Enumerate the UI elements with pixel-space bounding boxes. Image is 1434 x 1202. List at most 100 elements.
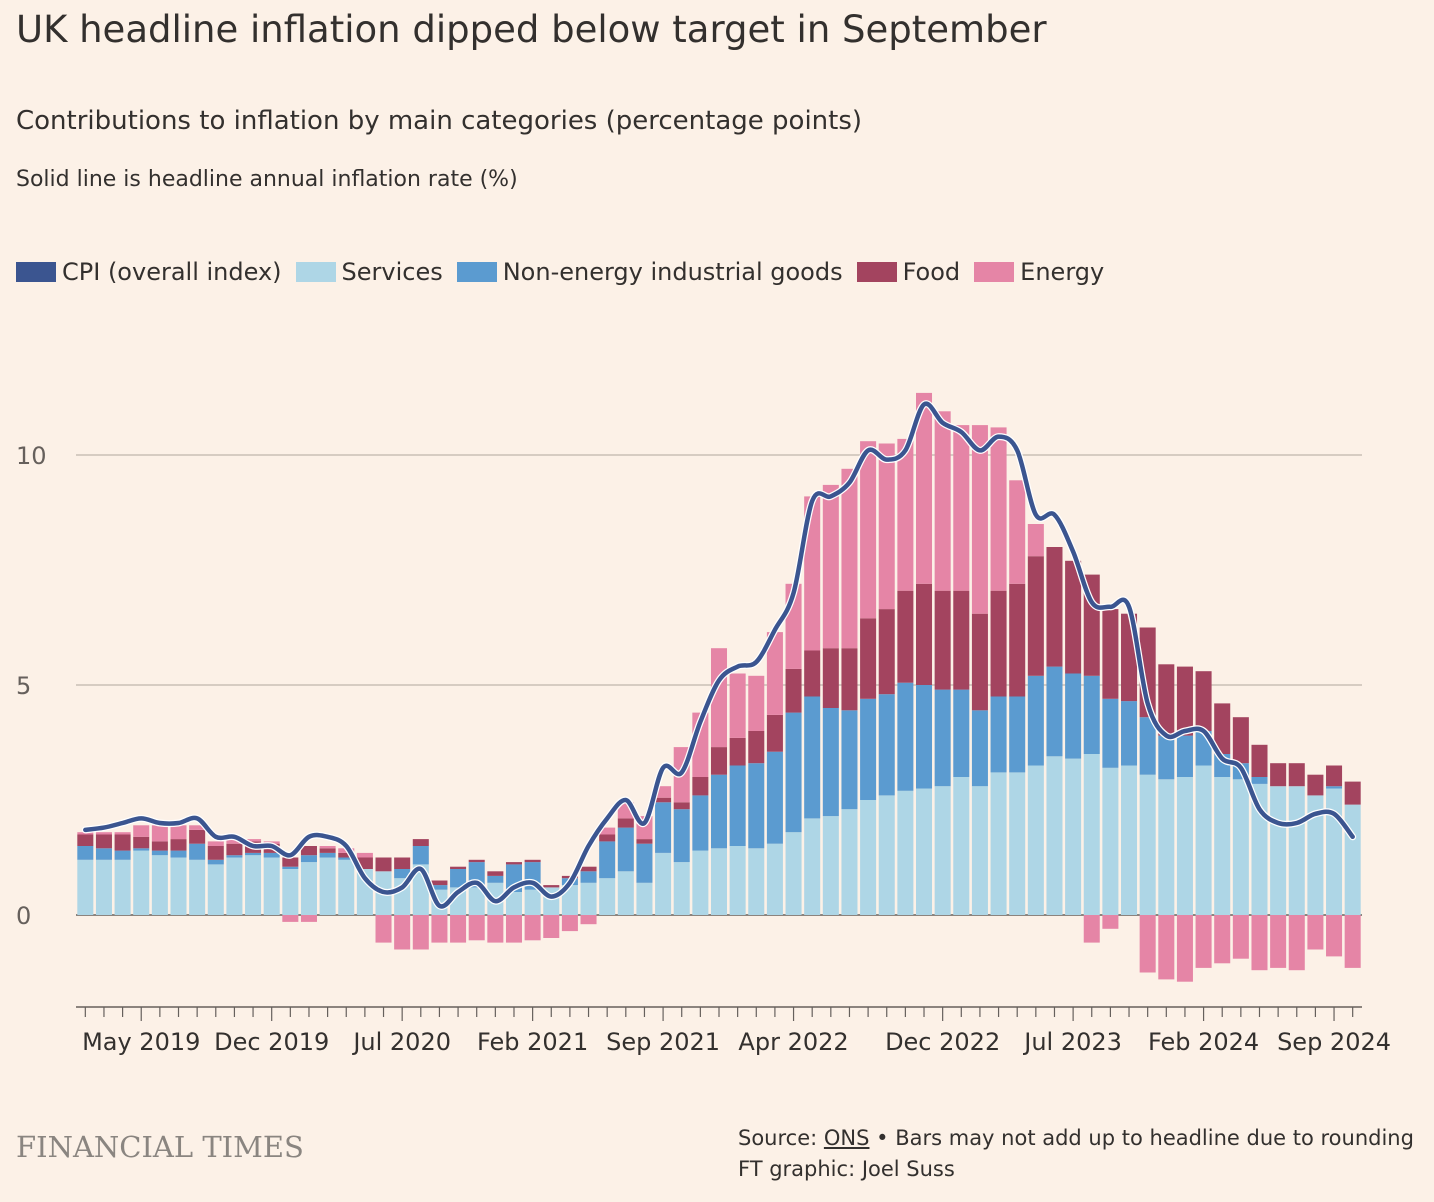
bar-segment <box>599 841 616 879</box>
bar-segment <box>804 650 821 697</box>
bar-segment <box>599 878 616 915</box>
bar-segment <box>95 859 112 915</box>
bar-segment <box>1344 915 1361 968</box>
bar-segment <box>189 825 206 830</box>
bar-segment <box>77 846 94 860</box>
bar-segment <box>673 862 690 915</box>
x-tick-label: Feb 2021 <box>477 1028 588 1056</box>
bar-segment <box>189 829 206 844</box>
bar-segment <box>748 731 765 764</box>
bar-segment <box>412 915 429 950</box>
bar-segment <box>934 786 951 915</box>
x-tick-label: Sep 2024 <box>1277 1028 1391 1056</box>
legend-label-energy: Energy <box>1020 258 1105 286</box>
bar-segment <box>450 866 467 869</box>
bar-segment <box>1083 675 1100 754</box>
bar-segment <box>990 772 1007 915</box>
source-suffix: • Bars may not add up to headline due to… <box>869 1126 1414 1150</box>
bar-segment <box>1046 666 1063 757</box>
bar-segment <box>319 852 336 858</box>
source-prefix: Source: <box>738 1126 824 1150</box>
bar-segment <box>1176 915 1193 982</box>
legend-item-goods: Non-energy industrial goods <box>456 258 843 286</box>
bar-segment <box>1139 717 1156 775</box>
chart-subtitle: Contributions to inflation by main categ… <box>16 106 863 136</box>
bar-segment <box>636 843 653 883</box>
x-tick-label: Feb 2024 <box>1148 1028 1259 1056</box>
bar-segment <box>319 848 336 853</box>
chart-title: UK headline inflation dipped below targe… <box>16 8 1047 51</box>
bar-segment <box>878 694 895 796</box>
bar-segment <box>505 862 522 865</box>
bar-segment <box>841 710 858 810</box>
bar-segment <box>1270 915 1287 968</box>
x-tick-label: Dec 2019 <box>214 1028 329 1056</box>
bar-segment <box>636 839 653 844</box>
bar-segment <box>841 468 858 649</box>
bar-segment <box>189 859 206 915</box>
bar-segment <box>599 834 616 842</box>
bar-segment <box>878 443 895 610</box>
legend-swatch-services <box>295 262 336 282</box>
bar-segment <box>860 698 877 800</box>
bar-segment <box>450 915 467 943</box>
bar-segment <box>226 855 243 858</box>
bar-segment <box>524 915 541 941</box>
bar-segment <box>412 846 429 865</box>
bar-segment <box>860 441 877 619</box>
bar-segment <box>226 839 243 844</box>
bar-segment <box>617 818 634 828</box>
bar-segment <box>897 790 914 915</box>
bar-segment <box>505 892 522 915</box>
bar-segment <box>822 484 839 649</box>
bar-segment <box>822 816 839 915</box>
bar-segment <box>1232 915 1249 959</box>
bar-segment <box>785 668 802 713</box>
bar-segment <box>95 848 112 860</box>
bar-segment <box>878 795 895 915</box>
bar-segment <box>151 850 168 856</box>
legend-label-services: Services <box>341 258 443 286</box>
bar-segment <box>1139 774 1156 915</box>
bar-segment <box>729 765 746 846</box>
bar-segment <box>580 866 597 872</box>
source-note: Source: ONS • Bars may not add up to hea… <box>738 1126 1414 1150</box>
bar-segment <box>263 852 280 858</box>
bar-segment <box>1065 758 1082 915</box>
bar-segment <box>95 834 112 849</box>
bar-segment <box>77 834 94 846</box>
bar-segment <box>1214 915 1231 964</box>
legend-item-energy: Energy <box>974 258 1104 286</box>
bar-segment <box>1139 915 1156 973</box>
bar-segment <box>487 915 504 943</box>
bar-segment <box>1102 698 1119 768</box>
legend-item-food: Food <box>856 258 960 286</box>
bar-segment <box>916 583 933 685</box>
bar-segment <box>766 751 783 844</box>
bar-segment <box>971 613 988 711</box>
chart-area: 0 5 10 May 2019 Dec 2019 Jul 2020 Feb 2021 Sep… <box>16 392 1391 1056</box>
bar-segment <box>785 712 802 833</box>
bar-segment <box>1083 915 1100 943</box>
bar-segment <box>1121 765 1138 915</box>
x-tick-label: Sep 2021 <box>606 1028 720 1056</box>
bar-segment <box>77 859 94 915</box>
bar-segment <box>1176 735 1193 777</box>
bar-segment <box>1195 671 1212 731</box>
bar-segment <box>170 850 187 858</box>
bar-segment <box>226 843 243 856</box>
bar-segment <box>804 818 821 915</box>
bar-segment <box>133 825 150 837</box>
bar-segment <box>300 862 317 915</box>
bar-segment <box>1065 673 1082 759</box>
bar-segment <box>1232 779 1249 915</box>
bar-segment <box>356 852 373 858</box>
bar-segment <box>1102 609 1119 699</box>
bar-segment <box>897 590 914 683</box>
legend-label-cpi: CPI (overall index) <box>62 258 282 286</box>
bar-segment <box>561 915 578 932</box>
bar-segment <box>1102 915 1119 929</box>
bar-segment <box>300 915 317 922</box>
bar-segment <box>636 882 653 915</box>
source-link[interactable]: ONS <box>823 1126 870 1150</box>
